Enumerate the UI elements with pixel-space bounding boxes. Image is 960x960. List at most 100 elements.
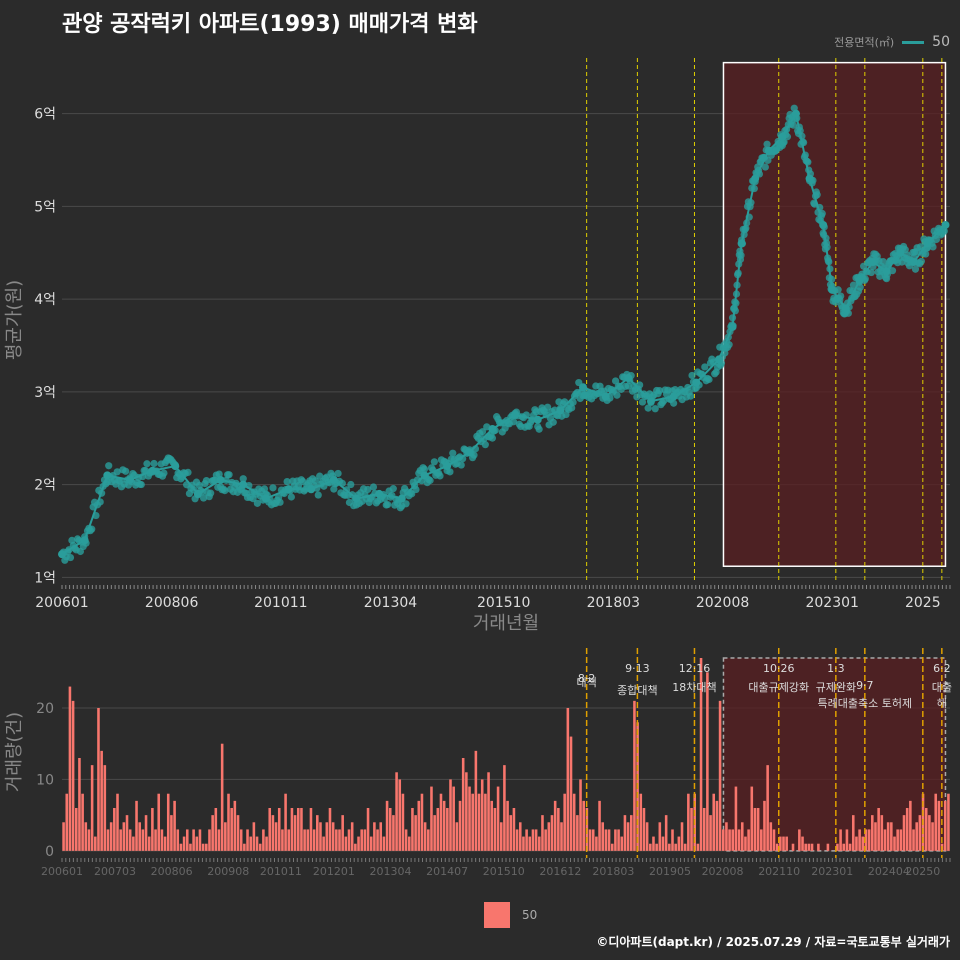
price-point <box>764 156 772 164</box>
volume-bar <box>836 843 839 851</box>
volume-bar <box>309 808 313 851</box>
price-point <box>510 418 518 426</box>
volume-bar <box>468 786 471 851</box>
volume-bar <box>855 836 858 851</box>
volume-bar <box>230 808 233 851</box>
volume-bar <box>62 822 65 851</box>
price-point <box>287 493 295 501</box>
price-point <box>105 462 113 470</box>
volume-bar <box>74 808 78 851</box>
volume-bar <box>655 843 658 851</box>
volume-bar <box>185 829 189 851</box>
price-point <box>420 465 429 473</box>
volume-bar <box>591 829 595 851</box>
price-marker <box>669 392 678 401</box>
volume-bar <box>553 800 557 851</box>
volume-x-tick-label: 20250 <box>905 865 940 878</box>
volume-x-tick-label: 201510 <box>483 865 525 878</box>
volume-bar <box>518 822 522 851</box>
price-marker <box>941 220 950 229</box>
volume-bar <box>601 822 605 851</box>
price-marker <box>692 378 701 387</box>
price-point <box>651 405 659 413</box>
volume-bar <box>205 843 208 851</box>
price-marker <box>125 475 134 484</box>
volume-bar <box>135 800 138 851</box>
volume-bar <box>290 808 294 851</box>
volume-bar <box>649 843 652 851</box>
volume-x-tick-label: 202110 <box>758 865 800 878</box>
volume-bar <box>141 829 145 851</box>
price-point <box>478 428 487 436</box>
volume-bar <box>106 829 110 851</box>
volume-bar <box>173 800 176 851</box>
volume-bar <box>607 829 611 851</box>
volume-bar <box>886 822 890 851</box>
volume-bar <box>937 800 941 851</box>
volume-bar <box>233 800 237 851</box>
price-marker <box>352 494 361 503</box>
volume-bar <box>97 708 100 851</box>
volume-bar <box>499 822 503 851</box>
price-point <box>347 480 355 489</box>
volume-bar <box>642 808 646 851</box>
volume-bar <box>598 800 601 851</box>
volume-bar <box>699 658 703 851</box>
price-point <box>143 460 151 468</box>
volume-bar <box>522 836 525 851</box>
volume-bar <box>84 822 88 851</box>
volume-bar <box>360 829 363 851</box>
volume-bar <box>284 793 287 851</box>
price-point <box>701 363 709 371</box>
volume-bar <box>138 822 141 851</box>
volume-bar <box>312 829 316 851</box>
volume-bar <box>208 829 211 851</box>
event-date-label: 12·16 <box>679 662 711 675</box>
price-point <box>381 494 389 503</box>
price-y-tick-label: 3억 <box>34 385 56 401</box>
price-point <box>239 475 247 483</box>
price-marker <box>375 489 384 498</box>
price-point <box>922 250 930 258</box>
volume-bar <box>737 829 741 851</box>
volume-bar <box>677 836 681 851</box>
price-marker <box>80 536 89 545</box>
volume-bar <box>490 800 494 851</box>
volume-bar <box>515 829 519 851</box>
volume-bar <box>924 808 928 851</box>
price-x-axis-title: 거래년월 <box>473 613 539 634</box>
volume-bar <box>433 815 436 851</box>
volume-bar <box>239 829 243 851</box>
volume-bar <box>614 829 617 851</box>
volume-bar <box>563 793 566 851</box>
price-point <box>761 163 769 171</box>
volume-bar <box>201 843 205 851</box>
volume-x-tick-label: 201011 <box>260 865 302 878</box>
volume-bar <box>303 829 306 851</box>
price-marker <box>714 355 723 364</box>
price-marker <box>728 322 737 331</box>
legend-swatch-icon <box>484 902 510 928</box>
volume-bar <box>633 700 636 851</box>
price-point <box>705 375 713 384</box>
volume-bar <box>874 822 877 851</box>
volume-bar <box>547 822 551 851</box>
volume-bar <box>407 836 411 851</box>
price-point <box>789 121 798 129</box>
volume-bar <box>147 836 151 851</box>
volume-bar <box>78 758 81 851</box>
legend-volume: 50 <box>484 902 537 928</box>
event-date-label: 9·13 <box>625 662 650 675</box>
price-point <box>879 257 887 266</box>
volume-bar <box>871 815 874 851</box>
volume-bar <box>842 843 846 851</box>
volume-bar <box>68 686 72 851</box>
price-point <box>122 467 130 475</box>
volume-bar <box>344 836 348 851</box>
volume-bar <box>255 836 259 851</box>
price-point <box>269 484 277 492</box>
volume-bar <box>728 829 731 851</box>
volume-bar <box>376 829 379 851</box>
volume-bar <box>151 808 154 851</box>
volume-bar <box>807 843 811 851</box>
